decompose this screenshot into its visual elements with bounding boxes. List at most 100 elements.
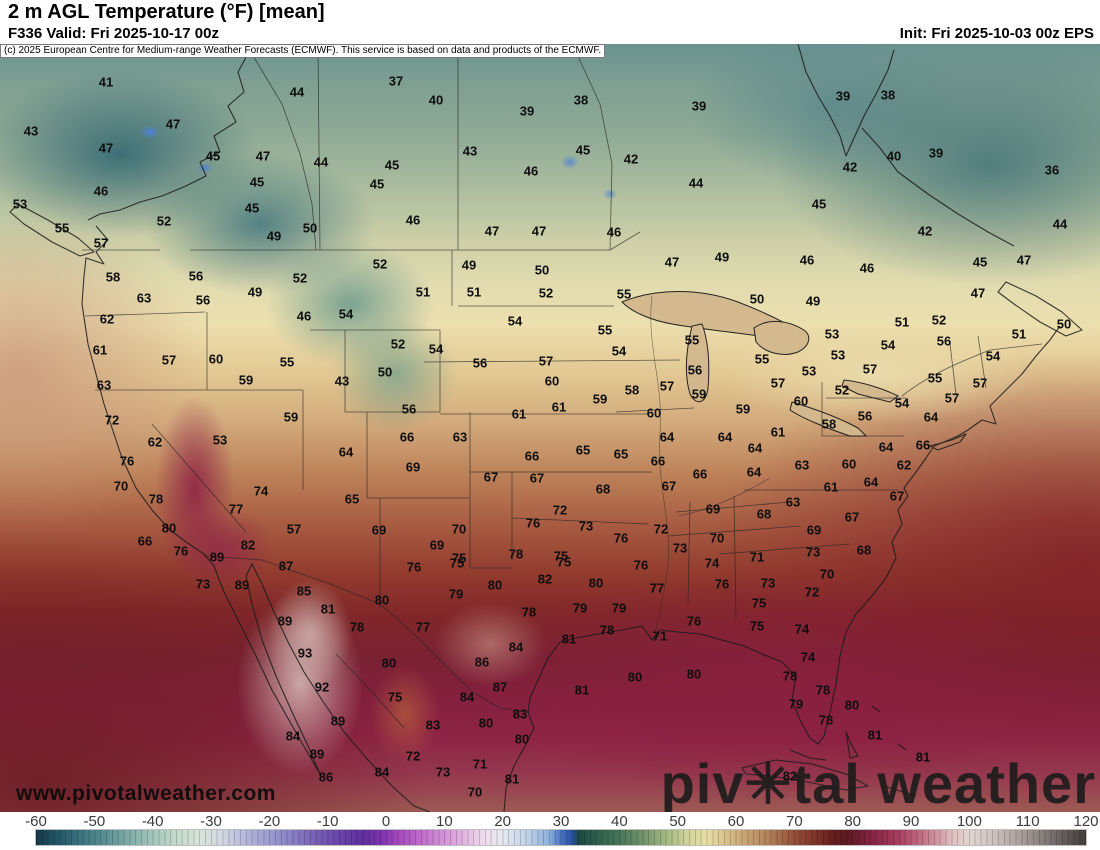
- temp-label: 76: [613, 530, 629, 546]
- temp-label: 62: [99, 311, 115, 327]
- temp-label: 80: [381, 655, 397, 671]
- temp-label: 55: [616, 286, 632, 302]
- temp-label: 75: [553, 548, 569, 564]
- temp-label: 84: [508, 639, 524, 655]
- temp-label: 63: [96, 377, 112, 393]
- temp-label: 76: [173, 543, 189, 559]
- temp-label: 80: [844, 697, 860, 713]
- colorbar-tick: 70: [785, 813, 803, 830]
- temp-label: 61: [770, 424, 786, 440]
- temperature-map[interactable]: 41 44 43 47 47 45 47 44 46 45 45 53 52 55 50 49 57 58 56 63…: [0, 44, 1100, 812]
- temp-label: 46: [93, 183, 109, 199]
- temp-label: 79: [572, 600, 588, 616]
- temp-label: 80: [627, 669, 643, 685]
- temp-label: 44: [289, 84, 305, 100]
- temp-label: 72: [804, 584, 820, 600]
- temp-label: 52: [538, 285, 554, 301]
- brand-text-suffix: tal weather: [792, 752, 1096, 812]
- temp-label: 75: [449, 555, 465, 571]
- temp-label: 49: [805, 293, 821, 309]
- temp-label: 44: [1052, 216, 1068, 232]
- temp-label: 60: [544, 373, 560, 389]
- watermark-brand: piv✳tal weather: [661, 756, 1096, 812]
- temp-label: 51: [415, 284, 431, 300]
- temp-label: 55: [597, 322, 613, 338]
- temp-label: 43: [23, 123, 39, 139]
- temp-label: 38: [573, 92, 589, 108]
- temp-label: 78: [148, 491, 164, 507]
- temp-label: 40: [886, 148, 902, 164]
- temp-label: 46: [296, 308, 312, 324]
- temp-label: 75: [387, 689, 403, 705]
- temp-label: 81: [915, 749, 931, 765]
- temp-label: 80: [161, 520, 177, 536]
- temp-label: 80: [478, 715, 494, 731]
- colorbar-tick: 30: [552, 813, 570, 830]
- temp-label: 68: [756, 506, 772, 522]
- temp-label: 47: [165, 116, 181, 132]
- colorbar-tick: 0: [381, 813, 391, 830]
- temp-label: 80: [514, 731, 530, 747]
- temp-label: 64: [747, 440, 763, 456]
- temp-label: 73: [578, 518, 594, 534]
- temp-label: 36: [1044, 162, 1060, 178]
- temp-label: 57: [770, 375, 786, 391]
- temp-label: 69: [429, 537, 445, 553]
- temp-label: 52: [292, 270, 308, 286]
- temp-label: 65: [575, 442, 591, 458]
- map-header: 2 m AGL Temperature (°F) [mean] F336 Val…: [0, 0, 1100, 44]
- temp-label: 67: [844, 509, 860, 525]
- temp-label: 69: [371, 522, 387, 538]
- gear-icon: ✳: [744, 752, 793, 812]
- temp-label: 60: [208, 351, 224, 367]
- temp-label: 60: [646, 405, 662, 421]
- temp-label: 70: [709, 530, 725, 546]
- temp-label: 54: [428, 341, 444, 357]
- temp-label: 66: [692, 466, 708, 482]
- temp-label: 89: [209, 549, 225, 565]
- temp-label: 53: [12, 196, 28, 212]
- temp-label: 73: [760, 575, 776, 591]
- temp-label: 78: [521, 604, 537, 620]
- colorbar-tick: 40: [610, 813, 628, 830]
- colorbar-tick: 80: [844, 813, 861, 830]
- temp-label: 58: [821, 416, 837, 432]
- temp-label: 68: [856, 542, 872, 558]
- temp-label: 80: [487, 577, 503, 593]
- temp-label: 57: [659, 378, 675, 394]
- brand-text-prefix: piv: [660, 752, 745, 812]
- temp-label: 54: [338, 306, 354, 322]
- temp-label: 47: [1016, 252, 1032, 268]
- temp-label: 46: [523, 163, 539, 179]
- temp-label: 82: [782, 768, 798, 784]
- temp-label: 69: [705, 501, 721, 517]
- temp-label: 43: [462, 143, 478, 159]
- temp-label: 60: [841, 456, 857, 472]
- page-title: 2 m AGL Temperature (°F) [mean]: [8, 1, 325, 23]
- temp-label: 47: [484, 223, 500, 239]
- colorbar-tick: -40: [141, 813, 164, 830]
- temp-label: 52: [390, 336, 406, 352]
- temp-label: 37: [388, 73, 404, 89]
- temp-label: 56: [188, 268, 204, 284]
- temp-label: 68: [595, 481, 611, 497]
- temp-label: 76: [686, 613, 702, 629]
- temp-label: 85: [296, 583, 312, 599]
- temp-label: 63: [785, 494, 801, 510]
- temp-label: 51: [894, 314, 910, 330]
- temp-label: 80: [374, 592, 390, 608]
- temp-label: 56: [401, 401, 417, 417]
- temp-label: 55: [54, 220, 70, 236]
- init-time-label: Init: Fri 2025-10-03 00z EPS: [899, 25, 1094, 42]
- temp-label: 46: [799, 252, 815, 268]
- temp-label: 63: [136, 290, 152, 306]
- temp-label: 52: [834, 382, 850, 398]
- temp-label: 76: [406, 559, 422, 575]
- temp-label: 92: [314, 679, 330, 695]
- temp-label: 44: [688, 175, 704, 191]
- temp-label: 76: [119, 453, 135, 469]
- temp-label: 47: [664, 254, 680, 270]
- temp-label: 49: [461, 257, 477, 273]
- temp-label: 70: [467, 784, 483, 800]
- temp-label: 81: [574, 682, 590, 698]
